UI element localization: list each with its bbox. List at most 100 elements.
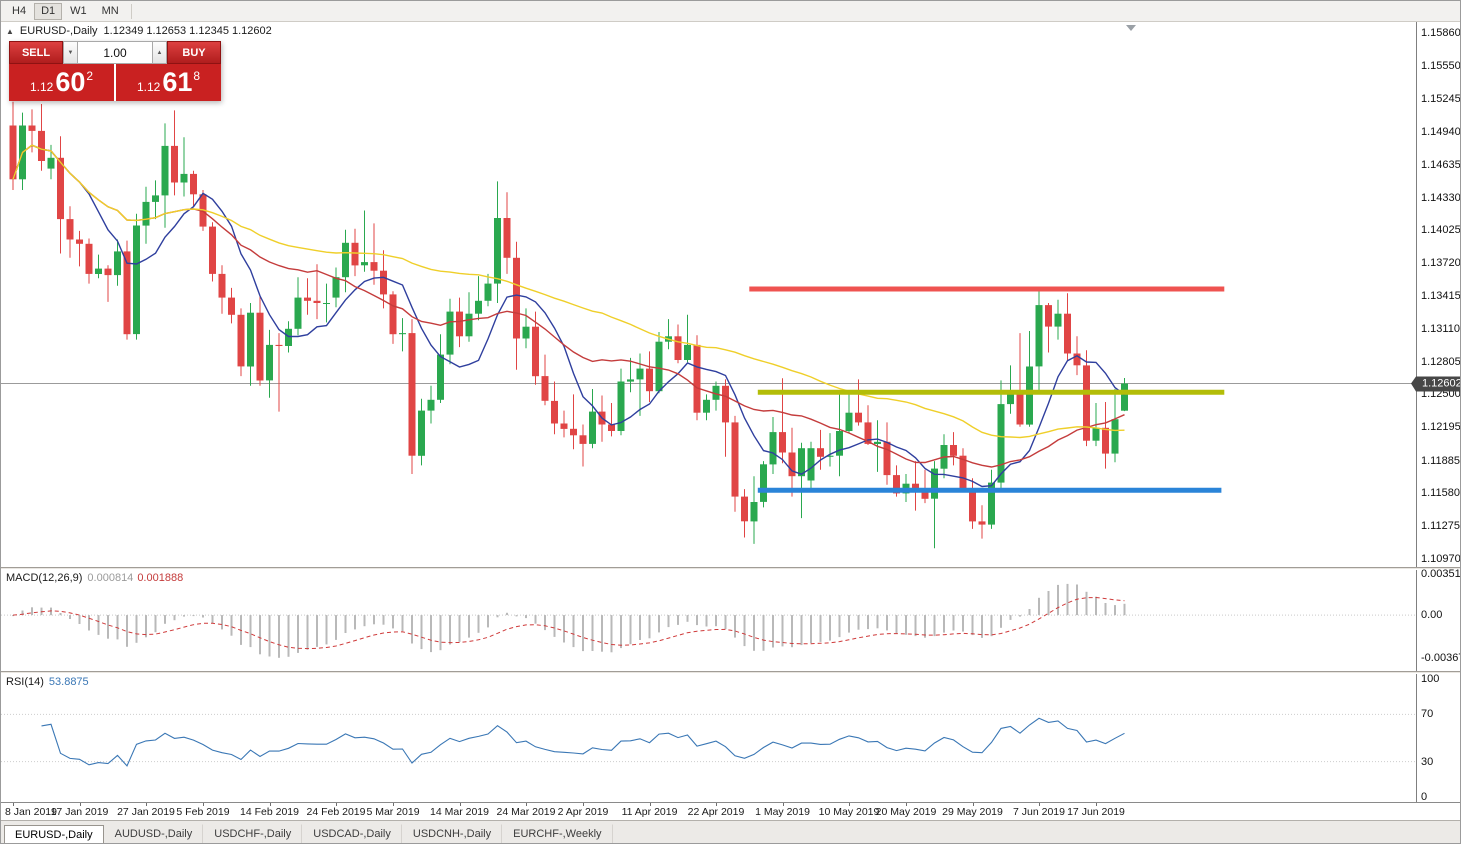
time-axis-tick xyxy=(269,803,271,806)
sell-button[interactable]: SELL xyxy=(9,41,63,64)
price-axis-label: 1.11580 xyxy=(1421,487,1460,500)
date-label: 2 Apr 2019 xyxy=(557,806,609,818)
timeframe-mn-button[interactable]: MN xyxy=(95,3,126,20)
time-axis[interactable]: 8 Jan 2019 17 Jan 2019 27 Jan 2019 5 Feb 20… xyxy=(1,802,1460,820)
chart-tab-eurchf-weekly[interactable]: EURCHF-,Weekly xyxy=(502,824,613,843)
chart-shift-marker-icon[interactable] xyxy=(1126,25,1136,31)
date-label: 14 Feb 2019 xyxy=(240,806,299,818)
macd-name: MACD(12,26,9) xyxy=(6,572,83,584)
time-axis-tick xyxy=(203,803,204,806)
candles xyxy=(9,101,1128,549)
price-axis-label: 1.15245 xyxy=(1421,93,1461,106)
macd-axis-label: -0.00367 xyxy=(1421,652,1461,664)
price-axis-label: 1.14025 xyxy=(1421,224,1461,237)
price-axis-label: 1.14940 xyxy=(1421,126,1461,138)
date-label: 7 Jun 2019 xyxy=(1013,806,1065,818)
chart-tab-audusd-daily[interactable]: AUDUSD-,Daily xyxy=(104,824,204,843)
time-axis-tick xyxy=(782,803,784,806)
macd-axis-label: 0.00 xyxy=(1421,609,1443,622)
collapse-arrow-icon[interactable]: ▲ xyxy=(6,26,14,36)
chart-tab-usdchf-daily[interactable]: USDCHF-,Daily xyxy=(203,824,303,843)
date-label: 24 Mar 2019 xyxy=(496,806,556,818)
price-axis-label: 1.13415 xyxy=(1421,290,1461,302)
current-price-badge: 1.12602 xyxy=(1411,376,1460,391)
chart-tab-bar: EURUSD-,Daily AUDUSD-,Daily USDCHF-,Daily U… xyxy=(1,820,1460,843)
timeframe-toolbar: H4 D1 W1 MN xyxy=(1,1,1460,22)
volume-input[interactable] xyxy=(78,41,152,64)
sell-price-pip: 2 xyxy=(86,69,94,83)
ma-lines xyxy=(12,144,1125,488)
date-label: 29 May 2019 xyxy=(942,806,1003,818)
timeframe-d1-button[interactable]: D1 xyxy=(34,2,63,20)
date-label: 10 May 2019 xyxy=(818,806,880,818)
time-axis-tick xyxy=(849,803,850,806)
chart-tab-usdcad-daily[interactable]: USDCAD-,Daily xyxy=(302,824,402,843)
date-label: 1 May 2019 xyxy=(755,806,810,818)
rsi-chart[interactable] xyxy=(1,674,1416,802)
price-axis-label: 1.15860 xyxy=(1421,27,1461,39)
price-axis-label: 1.10970 xyxy=(1421,553,1461,565)
volume-decrease-button[interactable]: ▼ xyxy=(63,41,78,64)
time-axis-tick xyxy=(583,803,584,806)
price-axis-label: 1.11885 xyxy=(1421,454,1460,467)
time-axis-tick xyxy=(336,803,337,806)
timeframe-h4-button[interactable]: H4 xyxy=(5,3,33,20)
macd-axis[interactable]: 0.003518 0.00 -0.00367 xyxy=(1416,568,1461,671)
buy-price-pip: 8 xyxy=(193,69,201,83)
time-axis-tick xyxy=(79,803,81,806)
time-axis-tick xyxy=(1039,803,1040,806)
date-label: 8 Jan 2019 xyxy=(5,806,57,818)
chart-title: ▲ EURUSD-,Daily 1.12349 1.12653 1.12345 … xyxy=(6,25,272,37)
rsi-value: 53.8875 xyxy=(48,676,89,688)
rsi-axis-label: 100 xyxy=(1421,673,1440,685)
time-axis-tick xyxy=(906,803,907,806)
sell-price-prefix: 1.12 xyxy=(29,80,54,94)
date-label: 27 Jan 2019 xyxy=(117,806,175,818)
buy-price-prefix: 1.12 xyxy=(136,80,161,94)
price-axis-label: 1.12500 xyxy=(1421,388,1461,401)
date-label: 17 Jan 2019 xyxy=(50,806,109,818)
rsi-label: RSI(14) 53.8875 xyxy=(6,676,89,688)
price-axis[interactable]: 1.15860 1.15550 1.15245 1.14940 1.14635 1.143… xyxy=(1416,22,1460,567)
time-axis-tick xyxy=(1096,803,1097,806)
macd-axis-label: 0.003518 xyxy=(1421,568,1461,580)
price-axis-label: 1.15550 xyxy=(1421,60,1461,73)
macd-histogram xyxy=(12,583,1126,658)
rsi-axis[interactable]: 100 70 30 0 xyxy=(1416,673,1460,803)
macd-signal-line xyxy=(12,596,1125,650)
panel-splitter[interactable] xyxy=(1,671,1460,674)
chart-tab-eurusd-daily[interactable]: EURUSD-,Daily xyxy=(4,825,104,843)
macd-chart[interactable] xyxy=(1,570,1416,671)
date-label: 17 Jun 2019 xyxy=(1067,806,1125,818)
time-axis-tick xyxy=(393,803,394,806)
buy-price-main: 61 xyxy=(162,67,193,97)
price-axis-label: 1.11275 xyxy=(1421,520,1460,533)
candlestick-chart[interactable] xyxy=(1,22,1416,567)
price-axis-label: 1.12805 xyxy=(1421,355,1461,368)
chart-ohlc-values: 1.12349 1.12653 1.12345 1.12602 xyxy=(103,25,272,37)
rsi-axis-label: 30 xyxy=(1421,755,1434,768)
panel-splitter[interactable] xyxy=(1,567,1460,570)
toolbar-separator xyxy=(130,3,132,19)
time-axis-tick xyxy=(972,803,974,806)
rsi-name: RSI(14) xyxy=(6,676,44,688)
one-click-trading-panel: SELL ▼ ▲ BUY 1.12 60 2 1.12 61 8 xyxy=(9,41,221,101)
trade-prices-row: 1.12 60 2 1.12 61 8 xyxy=(9,64,221,101)
buy-button[interactable]: BUY xyxy=(167,41,221,64)
macd-signal-value: 0.001888 xyxy=(137,572,184,584)
buy-price-display[interactable]: 1.12 61 8 xyxy=(116,64,221,101)
date-label: 22 Apr 2019 xyxy=(687,806,745,818)
time-axis-tick xyxy=(146,803,147,806)
chart-tab-usdcnh-daily[interactable]: USDCNH-,Daily xyxy=(402,824,503,843)
timeframe-w1-button[interactable]: W1 xyxy=(63,3,94,20)
macd-label: MACD(12,26,9) 0.000814 0.001888 xyxy=(6,572,183,584)
date-label: 5 Mar 2019 xyxy=(366,806,420,818)
sell-price-display[interactable]: 1.12 60 2 xyxy=(9,64,114,101)
chart-symbol-label: EURUSD-,Daily xyxy=(19,25,98,37)
price-axis-label: 1.14330 xyxy=(1421,191,1461,204)
rsi-axis-label: 0 xyxy=(1421,791,1428,803)
volume-increase-button[interactable]: ▲ xyxy=(152,41,167,64)
date-label: 5 Feb 2019 xyxy=(176,806,230,818)
